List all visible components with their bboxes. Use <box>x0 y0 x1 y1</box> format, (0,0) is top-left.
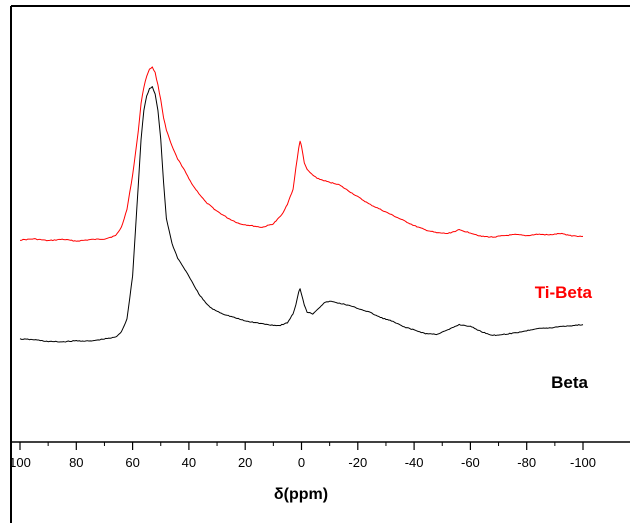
x-tick-label: -40 <box>405 455 424 470</box>
series-label-beta: Beta <box>551 373 588 392</box>
series-line-beta <box>19 86 584 343</box>
x-tick-label: -20 <box>348 455 367 470</box>
series-label-ti-beta: Ti-Beta <box>535 283 593 302</box>
x-tick-label: 0 <box>298 455 305 470</box>
x-tick-label: 40 <box>182 455 196 470</box>
x-tick-label: -80 <box>517 455 536 470</box>
x-axis-ticks: 100 80 60 40 20 0 -20 -40 -60 -80 -100 <box>9 442 596 470</box>
x-tick-label: 80 <box>69 455 83 470</box>
series-labels: Ti-Beta Beta <box>535 283 593 392</box>
x-axis-title: δ(ppm) <box>274 486 328 503</box>
series-group <box>19 66 584 343</box>
x-tick-label: 20 <box>238 455 252 470</box>
x-tick-label: 100 <box>9 455 31 470</box>
x-tick-label: -60 <box>461 455 480 470</box>
x-tick-label: 60 <box>125 455 139 470</box>
series-line-ti-beta <box>19 66 584 242</box>
x-tick-label: -100 <box>570 455 596 470</box>
